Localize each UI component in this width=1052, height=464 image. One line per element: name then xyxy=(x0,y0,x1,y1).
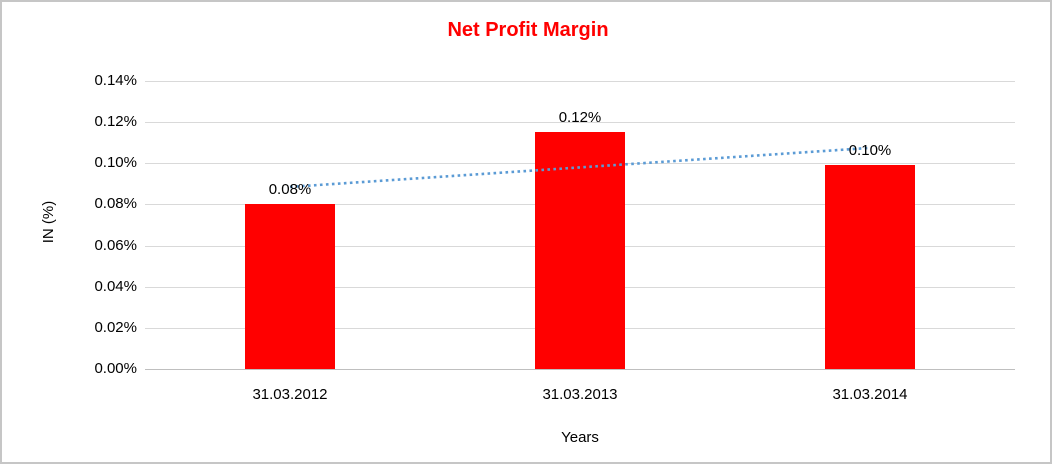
gridline xyxy=(145,81,1015,82)
y-tick-label: 0.12% xyxy=(94,113,137,130)
bar xyxy=(535,132,625,369)
x-axis-title: Years xyxy=(561,429,599,446)
y-tick-label: 0.02% xyxy=(94,319,137,336)
x-tick-label: 31.03.2014 xyxy=(832,386,908,403)
y-tick-label: 0.10% xyxy=(94,154,137,171)
y-tick-label: 0.08% xyxy=(94,195,137,212)
bar xyxy=(245,204,335,369)
chart-title: Net Profit Margin xyxy=(447,19,609,41)
plot-area: 0.00% 0.02% 0.04% 0.06% 0.08% 0.10% 0.12% 0.14%… xyxy=(94,72,1015,403)
y-tick-label: 0.14% xyxy=(94,72,137,89)
y-tick-label: 0.00% xyxy=(94,360,137,377)
bar-data-label: 0.10% xyxy=(848,142,892,159)
bar-data-label: 0.12% xyxy=(558,109,602,126)
bar xyxy=(825,165,915,369)
y-tick-label: 0.06% xyxy=(94,237,137,254)
gridline xyxy=(145,369,1015,370)
y-tick-label: 0.04% xyxy=(94,278,137,295)
gridline xyxy=(145,122,1015,123)
x-tick-label: 31.03.2012 xyxy=(252,386,328,403)
bar-data-label: 0.08% xyxy=(268,181,312,198)
x-tick-label: 31.03.2013 xyxy=(542,386,618,403)
